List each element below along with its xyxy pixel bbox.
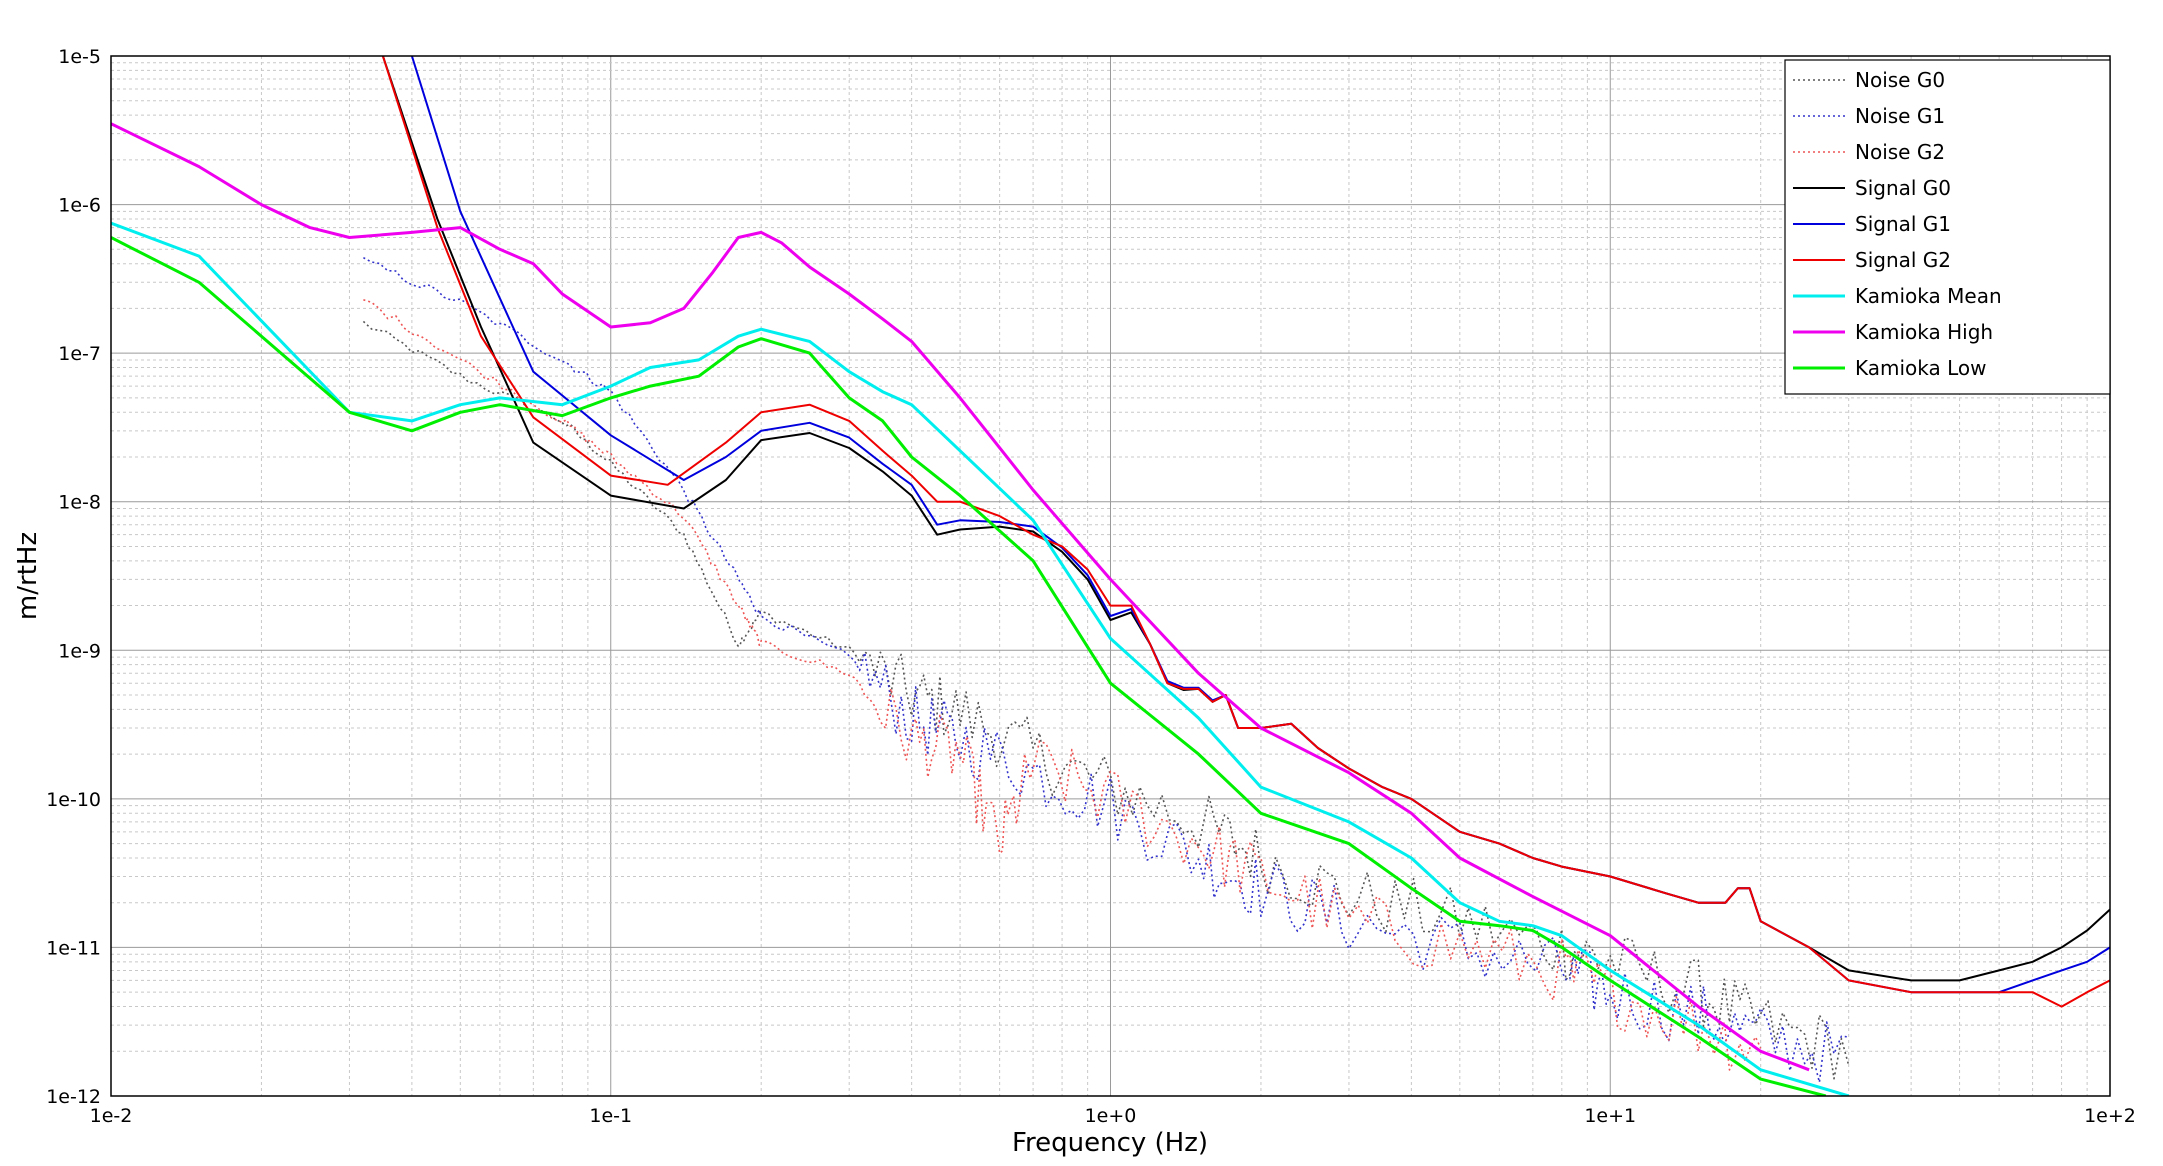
series-line-noise-g2 [363,299,1762,1071]
series-line-signal-g2 [381,56,2110,1008]
x-tick-label: 1e-2 [90,1105,133,1127]
legend-entry: Kamioka Mean [1855,284,2002,308]
legend-entry: Noise G1 [1855,104,1945,128]
series-line-kamioka-high [111,122,1810,1072]
legend-entry: Noise G0 [1855,68,1945,92]
legend-entry: Signal G0 [1855,176,1951,200]
y-tick-label: 1e-6 [58,195,101,217]
legend: Noise G0 Noise G1 Noise G2 Signal G0 Signal … [1784,59,2111,395]
legend-entry: Signal G1 [1855,212,1951,236]
x-tick-label: 1e-1 [589,1105,632,1127]
tick-labels: 1e-2 1e-1 1e+0 1e+1 1e+2 1e-12 1e-11 1e-10 1e-9 1… [46,46,2136,1127]
y-tick-label: 1e-9 [58,640,101,662]
y-tick-label: 1e-11 [46,937,101,959]
series-line-noise-g1 [363,256,1849,1084]
x-tick-label: 1e+1 [1584,1105,1636,1127]
y-tick-label: 1e-8 [58,492,101,514]
legend-entry: Signal G2 [1855,248,1951,272]
series-line-kamioka-mean [111,221,1850,1096]
x-tick-label: 1e+2 [2084,1105,2136,1127]
x-axis-label: Frequency (Hz) [1012,1128,1208,1158]
x-tick-label: 1e+0 [1085,1105,1137,1127]
y-tick-label: 1e-7 [58,343,101,365]
plot-frame [110,55,2111,1097]
series-line-noise-g0 [362,320,1850,1080]
y-tick-label: 1e-5 [58,46,101,68]
y-tick-label: 1e-12 [46,1086,101,1108]
legend-entry: Kamioka Low [1855,356,1987,380]
series-line-kamioka-low [111,236,1827,1096]
series-layer [111,56,2110,1096]
legend-entry: Kamioka High [1855,320,1993,344]
legend-entry: Noise G2 [1855,140,1945,164]
y-axis-label: m/rtHz [13,532,43,620]
y-tick-label: 1e-10 [46,789,101,811]
